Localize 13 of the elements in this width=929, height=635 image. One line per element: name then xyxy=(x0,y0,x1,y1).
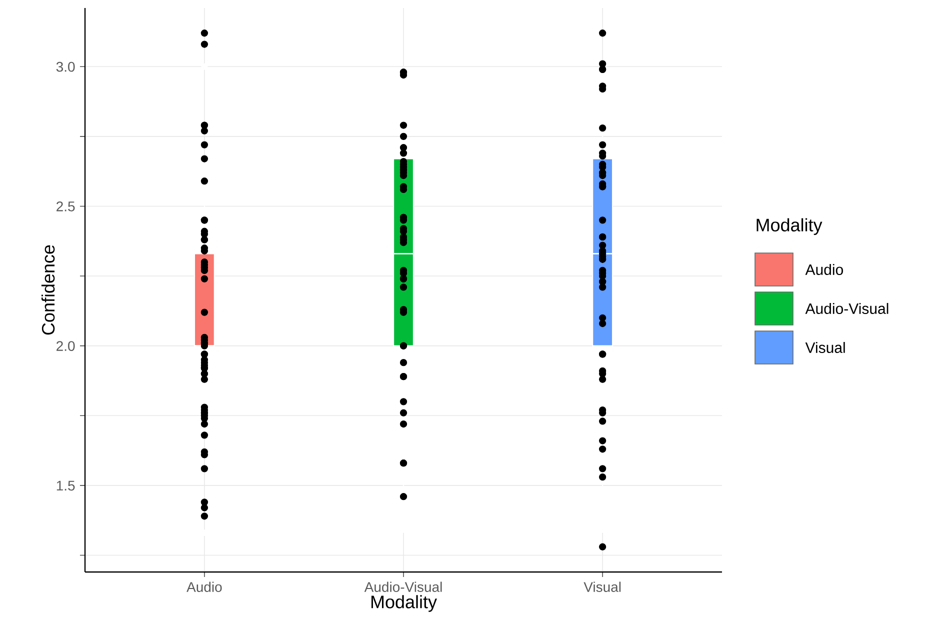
x-tick-label: Audio xyxy=(186,582,222,592)
y-axis-title: Confidence xyxy=(41,245,55,335)
legend-title: Modality xyxy=(756,218,822,236)
y-tick-label: 1.5 xyxy=(56,480,75,491)
x-axis-title: Modality xyxy=(371,595,437,612)
y-tick-label: 2.5 xyxy=(56,201,75,212)
legend-label: Audio-Visual xyxy=(805,302,888,314)
legend-label: Audio xyxy=(805,264,843,275)
y-tick-label: 3.0 xyxy=(56,62,75,72)
y-tick-label: 2.0 xyxy=(56,341,75,351)
x-tick-label: Audio-Visual xyxy=(364,582,442,592)
x-tick-label: Visual xyxy=(584,582,621,592)
legend-label: Visual xyxy=(805,342,845,353)
